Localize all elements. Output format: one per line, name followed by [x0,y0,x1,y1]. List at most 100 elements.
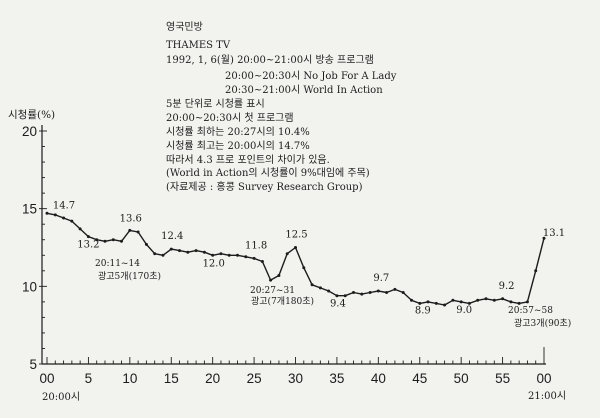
data-point [302,266,306,270]
note-line: 5분 단위로 시청률 표시 [166,97,265,110]
data-point [269,278,273,282]
data-point [517,301,521,305]
data-point [236,253,239,257]
x-tick-label: 55 [495,371,510,386]
data-point [45,211,49,215]
data-label: 9.2 [499,281,515,292]
data-label: 12.0 [203,258,225,269]
data-point [368,291,372,294]
data-point [385,291,389,294]
note-line: 따라서 4.3 프로 포인트의 차이가 있음. [166,154,330,166]
note-line: 20:00~20:30시 첫 프로그램 [166,112,294,124]
x-tick-label: 45 [412,371,427,386]
x-tick-label: 15 [164,371,179,386]
data-label: 9.0 [456,305,472,316]
data-point [476,298,480,302]
data-labels: 14.7 13.2 13.6 12.4 12.0 11.8 12.5 9.4 9.7 8.9 9.0… [53,200,565,316]
data-point [401,291,405,294]
broadcaster-label: 영국민방 [166,21,203,33]
data-point [95,238,99,242]
data-point [211,253,215,257]
data-label: 12.5 [285,230,307,241]
data-point [78,227,82,231]
channel-label: THAMES TV [166,40,231,51]
ad-break-time: 20:57~58 [508,306,553,316]
data-label: 13.2 [77,240,99,251]
note-line: (World in Action의 시청률이 9%대임에 주목) [166,166,370,179]
data-point [410,298,413,302]
data-point [534,269,538,273]
data-point [434,301,438,305]
x-end-time-label: 21:00시 [528,390,566,402]
data-point [111,238,115,242]
data-point [128,228,132,232]
data-point [484,297,488,301]
source-note-line: (자료제공 : 홍콩 Survey Research Group) [166,180,363,193]
data-label: 11.8 [245,240,267,251]
data-point [343,294,347,298]
data-point [451,298,455,302]
data-point [459,300,463,304]
data-point [492,298,496,302]
data-point [186,250,190,254]
x-tick-label: 35 [329,371,344,386]
ad-break-detail: 광고(7개180초) [251,295,314,307]
data-label: 13.1 [543,228,565,239]
data-point [70,219,74,223]
data-point [161,253,165,257]
data-point [178,249,181,253]
x-tick-label: 20 [205,371,220,386]
data-point [62,216,66,220]
data-point [352,291,355,294]
x-start-time-label: 20:00시 [42,391,80,403]
data-point [244,255,248,259]
program-line: 20:30~21:00시 World In Action [225,84,383,96]
data-point [202,250,206,254]
data-point [103,239,107,243]
data-point [277,274,281,277]
ad-break-time: 20:27~31 [250,286,295,296]
y-tick-label: 20 [22,124,37,139]
data-label: 9.7 [373,273,389,284]
data-point [393,287,397,291]
y-tick-label: 5 [29,357,37,372]
info-block: 영국민방 THAMES TV 1992, 1, 6(월) 20:00~21:00… [166,21,397,193]
note-line: 시청률 최고는 20:00시의 14.7% [166,140,310,152]
data-point [169,247,173,251]
x-tick-label: 5 [85,371,93,386]
data-point [227,253,231,257]
y-axis-label: 시청률(%) [8,109,55,121]
data-point [360,292,364,296]
y-tick-label: 15 [22,202,37,217]
data-point [153,252,157,256]
ad-break-detail: 광고3개(90초) [514,317,571,329]
data-point [219,252,223,256]
data-point [376,289,380,293]
data-point [285,252,289,256]
data-point [310,283,314,287]
data-point [86,235,90,239]
data-point [260,260,264,263]
x-tick-label: 10 [122,371,137,386]
data-point [467,301,471,305]
ad-break-detail: 광고5개(170초) [98,270,161,282]
data-point [327,289,331,293]
data-label: 12.4 [161,231,183,242]
data-label: 13.6 [120,213,142,224]
x-tick-label: 00 [39,371,54,386]
data-point [509,300,513,304]
axes [41,125,546,365]
rating-series [45,211,546,307]
data-point [542,236,546,240]
data-label: 8.9 [415,305,431,316]
data-label: 14.7 [53,200,75,211]
data-point [418,301,422,305]
x-tick-label: 50 [454,371,469,386]
data-point [443,303,447,307]
ad-break-time: 20:11~14 [95,259,140,269]
